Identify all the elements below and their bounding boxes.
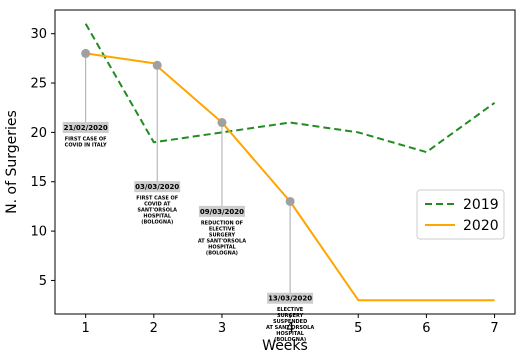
y-tick-label: 20 bbox=[30, 126, 47, 141]
annotation-description-line: SURGERY bbox=[209, 232, 236, 238]
plot-frame bbox=[54, 9, 516, 315]
y-tick-label: 10 bbox=[30, 225, 47, 240]
annotation-date: 03/03/2020 bbox=[135, 183, 179, 191]
annotation-description-line: AT SANT'ORSOLA bbox=[198, 238, 246, 244]
annotation-date-box bbox=[62, 121, 109, 133]
annotation-description-line: SANT'ORSOLA bbox=[137, 208, 177, 214]
series-line-2019 bbox=[84, 23, 496, 154]
annotation-date: 13/03/2020 bbox=[268, 295, 312, 303]
x-tick-label: 4 bbox=[286, 321, 294, 336]
y-tick-label: 25 bbox=[30, 77, 47, 92]
legend-label-2020: 2020 bbox=[463, 218, 499, 234]
annotation-date-box bbox=[134, 181, 181, 193]
annotation-description-line: COVID IN ITALY bbox=[65, 142, 107, 148]
annotation-description-line: (BOLOGNA) bbox=[141, 220, 173, 226]
marker-layer bbox=[81, 48, 295, 206]
annotation-description-line: HOSPITAL bbox=[276, 331, 304, 337]
annotation-description-line: FIRST CASE OF bbox=[65, 136, 107, 142]
x-tick-label: 3 bbox=[218, 321, 226, 336]
annotation-date: 09/03/2020 bbox=[200, 208, 244, 216]
annotation-marker bbox=[285, 196, 295, 206]
legend-box bbox=[416, 189, 505, 240]
y-tick-label: 30 bbox=[30, 27, 47, 42]
annotation-description-line: (BOLOGNA) bbox=[206, 250, 238, 256]
annotation-description-line: (BOLOGNA) bbox=[274, 337, 306, 343]
annotation-date-box bbox=[198, 205, 245, 217]
annotation-description-line: REDUCTION OF bbox=[201, 220, 243, 226]
annotation-description-line: HOSPITAL bbox=[143, 214, 171, 220]
x-tick-label: 6 bbox=[422, 321, 430, 336]
annotation-marker bbox=[217, 118, 227, 128]
annotation-marker bbox=[81, 48, 91, 58]
x-tick-label: 5 bbox=[354, 321, 362, 336]
x-tick-label: 1 bbox=[82, 321, 90, 336]
annotation-description-line: ELECTIVE bbox=[277, 307, 304, 313]
y-tick-label: 5 bbox=[39, 274, 47, 289]
axis-layer: 1 2 3 4 5 6 7 5 10 15 20 25 30 bbox=[30, 27, 498, 336]
legend-label-2019: 2019 bbox=[463, 197, 499, 213]
annotation-description-line: AT SANT'ORSOLA bbox=[266, 325, 314, 331]
x-tick-label: 7 bbox=[490, 321, 498, 336]
annotation-description-line: HOSPITAL bbox=[208, 244, 236, 250]
y-axis-title: N. of Surgeries bbox=[4, 110, 20, 214]
x-axis-title: Weeks bbox=[262, 338, 308, 354]
annotation-date-box bbox=[267, 292, 314, 304]
annotation-description-line: SUSPENDED bbox=[273, 319, 307, 325]
legend: 2019 2020 bbox=[416, 189, 505, 240]
annotation-description-line: ELECTIVE bbox=[209, 226, 236, 232]
annotation-date: 21/02/2020 bbox=[64, 124, 108, 132]
annotation-description-line: FIRST CASE OF bbox=[136, 196, 178, 202]
y-tick-label: 15 bbox=[30, 175, 47, 190]
x-tick-label: 2 bbox=[150, 321, 158, 336]
annotation-marker bbox=[152, 60, 162, 70]
annotation-description-line: COVID AT bbox=[144, 202, 171, 208]
